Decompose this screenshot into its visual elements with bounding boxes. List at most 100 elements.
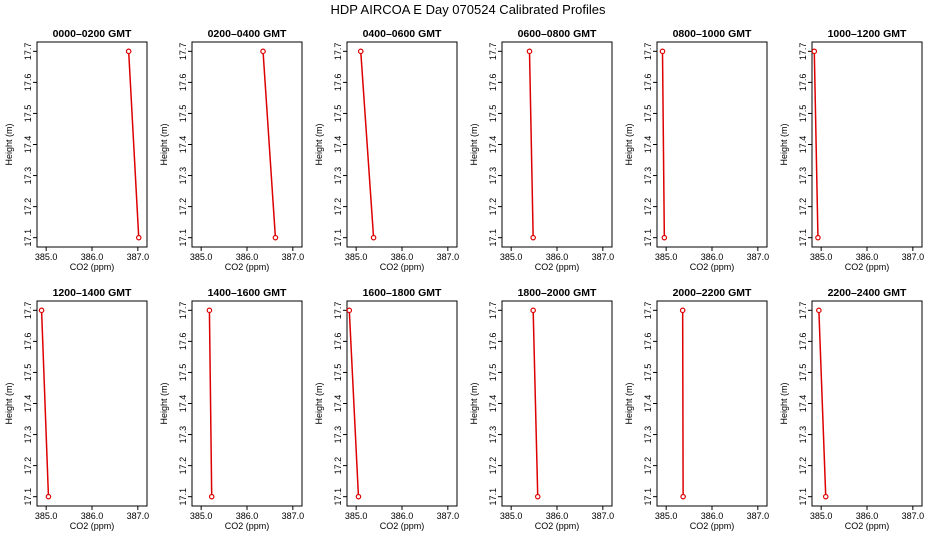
profile-panel: 0200–0400 GMT 385.0 386.0 387.0 17.1 17.2 17.3… bbox=[159, 28, 304, 272]
x-axis-label: CO2 (ppm) bbox=[535, 262, 580, 272]
y-tick-label: 17.5 bbox=[23, 105, 33, 123]
y-tick-label: 17.3 bbox=[798, 167, 808, 185]
y-tick-label: 17.4 bbox=[178, 395, 188, 413]
plot-frame bbox=[811, 300, 923, 507]
y-tick-label: 17.6 bbox=[643, 333, 653, 351]
plot-frame bbox=[656, 41, 768, 248]
data-point bbox=[530, 234, 536, 241]
x-axis-label: CO2 (ppm) bbox=[225, 262, 270, 272]
y-tick-label: 17.6 bbox=[798, 333, 808, 351]
y-tick-label: 17.1 bbox=[333, 488, 343, 506]
x-tick-label: 387.0 bbox=[747, 511, 770, 521]
x-tick-label: 386.0 bbox=[236, 252, 259, 262]
y-tick-label: 17.2 bbox=[23, 457, 33, 475]
panel-title: 0200–0400 GMT bbox=[208, 28, 287, 40]
y-tick-label: 17.7 bbox=[178, 43, 188, 61]
y-tick-label: 17.1 bbox=[798, 488, 808, 506]
x-tick-label: 385.0 bbox=[500, 252, 523, 262]
y-tick-label: 17.4 bbox=[488, 395, 498, 413]
panel-title: 0400–0600 GMT bbox=[363, 28, 442, 40]
y-axis-label: Height (m) bbox=[469, 382, 479, 424]
x-tick-label: 385.0 bbox=[500, 511, 523, 521]
plot-frame bbox=[501, 41, 613, 248]
profile-panel: 1000–1200 GMT 385.0 386.0 387.0 17.1 17.2 17.3… bbox=[779, 28, 924, 272]
y-tick-label: 17.7 bbox=[798, 43, 808, 61]
x-tick-label: 386.0 bbox=[701, 511, 724, 521]
profile-line bbox=[360, 51, 375, 238]
x-tick-label: 386.0 bbox=[236, 511, 259, 521]
x-tick-label: 387.0 bbox=[282, 511, 305, 521]
x-tick-label: 386.0 bbox=[81, 252, 104, 262]
data-point bbox=[679, 307, 686, 314]
profile-panel: 1600–1800 GMT 385.0 386.0 387.0 17.1 17.2 17.3… bbox=[314, 287, 459, 531]
profile-panel: 1400–1600 GMT 385.0 386.0 387.0 17.1 17.2 17.3… bbox=[159, 287, 304, 531]
y-tick-label: 17.4 bbox=[798, 395, 808, 413]
y-tick-label: 17.5 bbox=[178, 105, 188, 123]
y-tick-label: 17.4 bbox=[488, 136, 498, 154]
x-axis-label: CO2 (ppm) bbox=[70, 262, 115, 272]
y-tick-label: 17.5 bbox=[643, 105, 653, 123]
y-tick-label: 17.3 bbox=[798, 426, 808, 444]
y-tick-label: 17.4 bbox=[178, 136, 188, 154]
data-point bbox=[370, 234, 377, 241]
profile-line bbox=[208, 310, 213, 497]
profile-line bbox=[818, 310, 827, 497]
plot-frame bbox=[811, 41, 923, 248]
y-tick-label: 17.4 bbox=[798, 136, 808, 154]
plot-frame bbox=[501, 300, 613, 507]
x-tick-label: 387.0 bbox=[127, 252, 150, 262]
plot-frame bbox=[346, 41, 458, 248]
x-tick-label: 387.0 bbox=[127, 511, 150, 521]
panel-title: 2000–2200 GMT bbox=[673, 287, 752, 299]
y-tick-label: 17.4 bbox=[643, 136, 653, 154]
y-tick-label: 17.2 bbox=[798, 198, 808, 216]
y-tick-label: 17.3 bbox=[23, 167, 33, 185]
y-tick-label: 17.5 bbox=[798, 105, 808, 123]
x-tick-label: 385.0 bbox=[190, 511, 213, 521]
panel-title: 1800–2000 GMT bbox=[518, 287, 597, 299]
x-tick-label: 385.0 bbox=[810, 511, 833, 521]
x-tick-label: 385.0 bbox=[35, 252, 58, 262]
y-tick-label: 17.7 bbox=[23, 43, 33, 61]
y-tick-label: 17.1 bbox=[178, 229, 188, 247]
plot-frame bbox=[656, 300, 768, 507]
plot-frame bbox=[191, 300, 303, 507]
y-axis-label: Height (m) bbox=[4, 382, 14, 424]
y-tick-label: 17.6 bbox=[333, 333, 343, 351]
profile-line bbox=[528, 51, 534, 238]
y-tick-label: 17.5 bbox=[333, 105, 343, 123]
y-tick-label: 17.7 bbox=[488, 302, 498, 320]
profile-panel: 0000–0200 GMT 385.0 386.0 387.0 17.1 17.2 17.3… bbox=[4, 28, 149, 272]
y-tick-label: 17.7 bbox=[798, 302, 808, 320]
data-point bbox=[357, 48, 364, 55]
panel-title: 1200–1400 GMT bbox=[53, 287, 132, 299]
y-tick-label: 17.7 bbox=[488, 43, 498, 61]
data-point bbox=[811, 48, 818, 55]
panel-title: 1000–1200 GMT bbox=[828, 28, 907, 40]
y-tick-label: 17.2 bbox=[798, 457, 808, 475]
y-tick-label: 17.2 bbox=[643, 198, 653, 216]
x-tick-label: 386.0 bbox=[391, 511, 414, 521]
data-point bbox=[534, 493, 541, 500]
x-tick-label: 387.0 bbox=[437, 511, 460, 521]
y-tick-label: 17.7 bbox=[333, 43, 343, 61]
y-tick-label: 17.1 bbox=[178, 488, 188, 506]
y-axis-label: Height (m) bbox=[624, 123, 634, 165]
data-point bbox=[45, 493, 52, 500]
y-axis-label: Height (m) bbox=[4, 123, 14, 165]
profile-panel: 1800–2000 GMT 385.0 386.0 387.0 17.1 17.2 17.3… bbox=[469, 287, 614, 531]
data-point bbox=[206, 307, 213, 314]
y-tick-label: 17.4 bbox=[23, 395, 33, 413]
data-point bbox=[208, 493, 215, 500]
y-tick-label: 17.3 bbox=[488, 167, 498, 185]
data-point bbox=[125, 48, 132, 55]
x-tick-label: 387.0 bbox=[592, 511, 615, 521]
data-point bbox=[260, 48, 266, 55]
plot-frame bbox=[346, 300, 458, 507]
y-tick-label: 17.6 bbox=[23, 74, 33, 92]
panel-title: 0600–0800 GMT bbox=[518, 28, 597, 40]
y-tick-label: 17.7 bbox=[23, 302, 33, 320]
data-point bbox=[530, 307, 536, 314]
panel-title: 2200–2400 GMT bbox=[828, 287, 907, 299]
x-axis-label: CO2 (ppm) bbox=[225, 521, 270, 531]
